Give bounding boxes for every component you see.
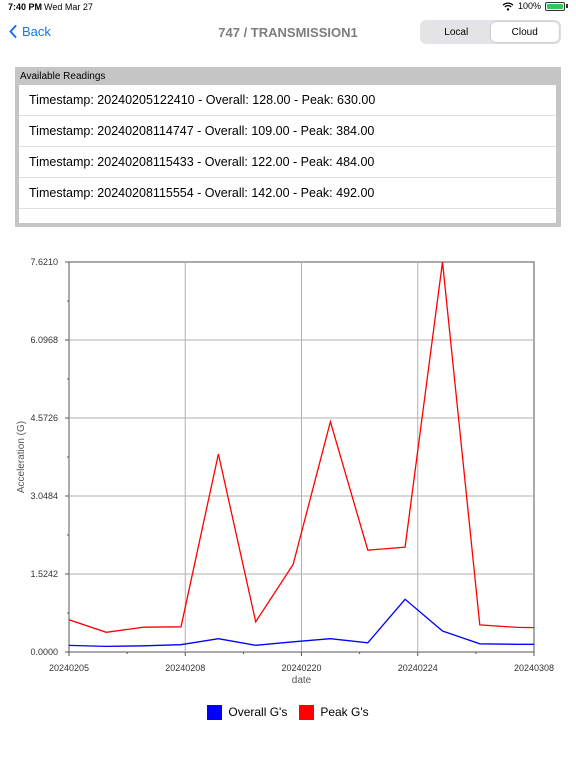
navigation-bar: Back 747 / TRANSMISSION1 Local Cloud: [0, 16, 576, 52]
reading-item-1[interactable]: Timestamp: 20240205122410 - Overall: 128…: [19, 85, 556, 116]
x-axis-label: date: [292, 675, 312, 685]
reading-item-3[interactable]: Timestamp: 20240208115433 - Overall: 122…: [19, 147, 556, 178]
legend-item-overall: Overall G's: [207, 704, 288, 720]
reading-item-2[interactable]: Timestamp: 20240208114747 - Overall: 109…: [19, 116, 556, 147]
legend-label-overall: Overall G's: [228, 705, 288, 719]
chevron-left-icon: [9, 25, 17, 38]
legend-swatch-peak: [299, 704, 315, 720]
y-tick-label: 6.0968: [30, 335, 58, 345]
y-tick-label: 3.0484: [30, 491, 58, 501]
segment-cloud[interactable]: Cloud: [490, 22, 559, 42]
segment-local[interactable]: Local: [444, 26, 469, 38]
back-label: Back: [22, 24, 51, 39]
available-readings-panel: Available Readings Timestamp: 2024020512…: [15, 67, 561, 227]
battery-charging-icon: [545, 1, 565, 11]
legend-swatch-overall: [207, 704, 223, 720]
y-tick-label: 4.5726: [30, 413, 58, 423]
back-button[interactable]: Back: [9, 24, 51, 39]
battery-cap: [566, 4, 568, 8]
x-tick-label: 20240205: [49, 663, 89, 673]
readings-header: Available Readings: [20, 71, 106, 82]
x-tick-label: 20240220: [281, 663, 321, 673]
y-axis-label: Acceleration (G): [16, 421, 27, 493]
legend-item-peak: Peak G's: [299, 704, 369, 720]
x-tick-label: 20240308: [514, 663, 554, 673]
overall-series-line: [69, 598, 534, 648]
status-time: 7:40 PM: [8, 2, 43, 12]
battery-level: [547, 3, 563, 9]
legend-label-peak: Peak G's: [320, 705, 369, 719]
y-tick-label: 1.5242: [30, 569, 58, 579]
status-indicators: 100%: [502, 1, 568, 11]
status-date: Wed Mar 27: [44, 2, 93, 12]
wifi-icon: [502, 1, 514, 11]
x-tick-label: 20240208: [165, 663, 205, 673]
x-tick-label: 20240224: [398, 663, 438, 673]
acceleration-chart: 0.0000 1.5242 3.0484 4.5726 6.0968 7.6210 2024…: [16, 257, 554, 685]
y-tick-label: 7.6210: [30, 257, 58, 267]
y-tick-label: 0.0000: [30, 647, 58, 657]
battery-percent: 100%: [517, 1, 541, 11]
peak-series-line: [69, 261, 534, 633]
status-bar: 7:40 PM Wed Mar 27 100%: [0, 0, 576, 16]
reading-item-4[interactable]: Timestamp: 20240208115554 - Overall: 142…: [19, 178, 556, 209]
readings-list[interactable]: Timestamp: 20240205122410 - Overall: 128…: [19, 85, 556, 223]
chart-legend: Overall G's Peak G's: [0, 703, 576, 721]
source-segmented-control: Local Cloud: [420, 20, 561, 44]
